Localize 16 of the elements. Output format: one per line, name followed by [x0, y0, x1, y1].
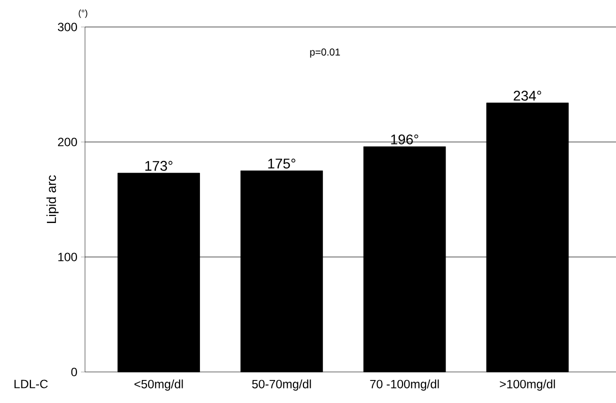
annotation: p=0.01: [310, 48, 340, 58]
y-tick-label: 300: [58, 22, 78, 32]
x-tick-label: <50mg/dl: [134, 380, 183, 391]
data-label: 234°: [514, 90, 542, 101]
y-tick-label: 100: [58, 252, 78, 262]
y-tick-label: 0: [71, 368, 78, 376]
y-tick-label: 200: [58, 138, 78, 146]
data-label: 196°: [391, 134, 418, 144]
x-tick-label: 50-70mg/dl: [252, 380, 311, 391]
text: (°): [78, 10, 88, 18]
data-label: 173°: [145, 160, 172, 171]
x-tick-label: >100mg/dl: [500, 380, 555, 391]
x-axis-title: LDL-C: [14, 380, 48, 388]
y-axis-title: Lipid arc: [46, 175, 59, 223]
data-label: 175°: [268, 158, 296, 169]
x-tick-label: 70 -100mg/dl: [370, 380, 439, 391]
